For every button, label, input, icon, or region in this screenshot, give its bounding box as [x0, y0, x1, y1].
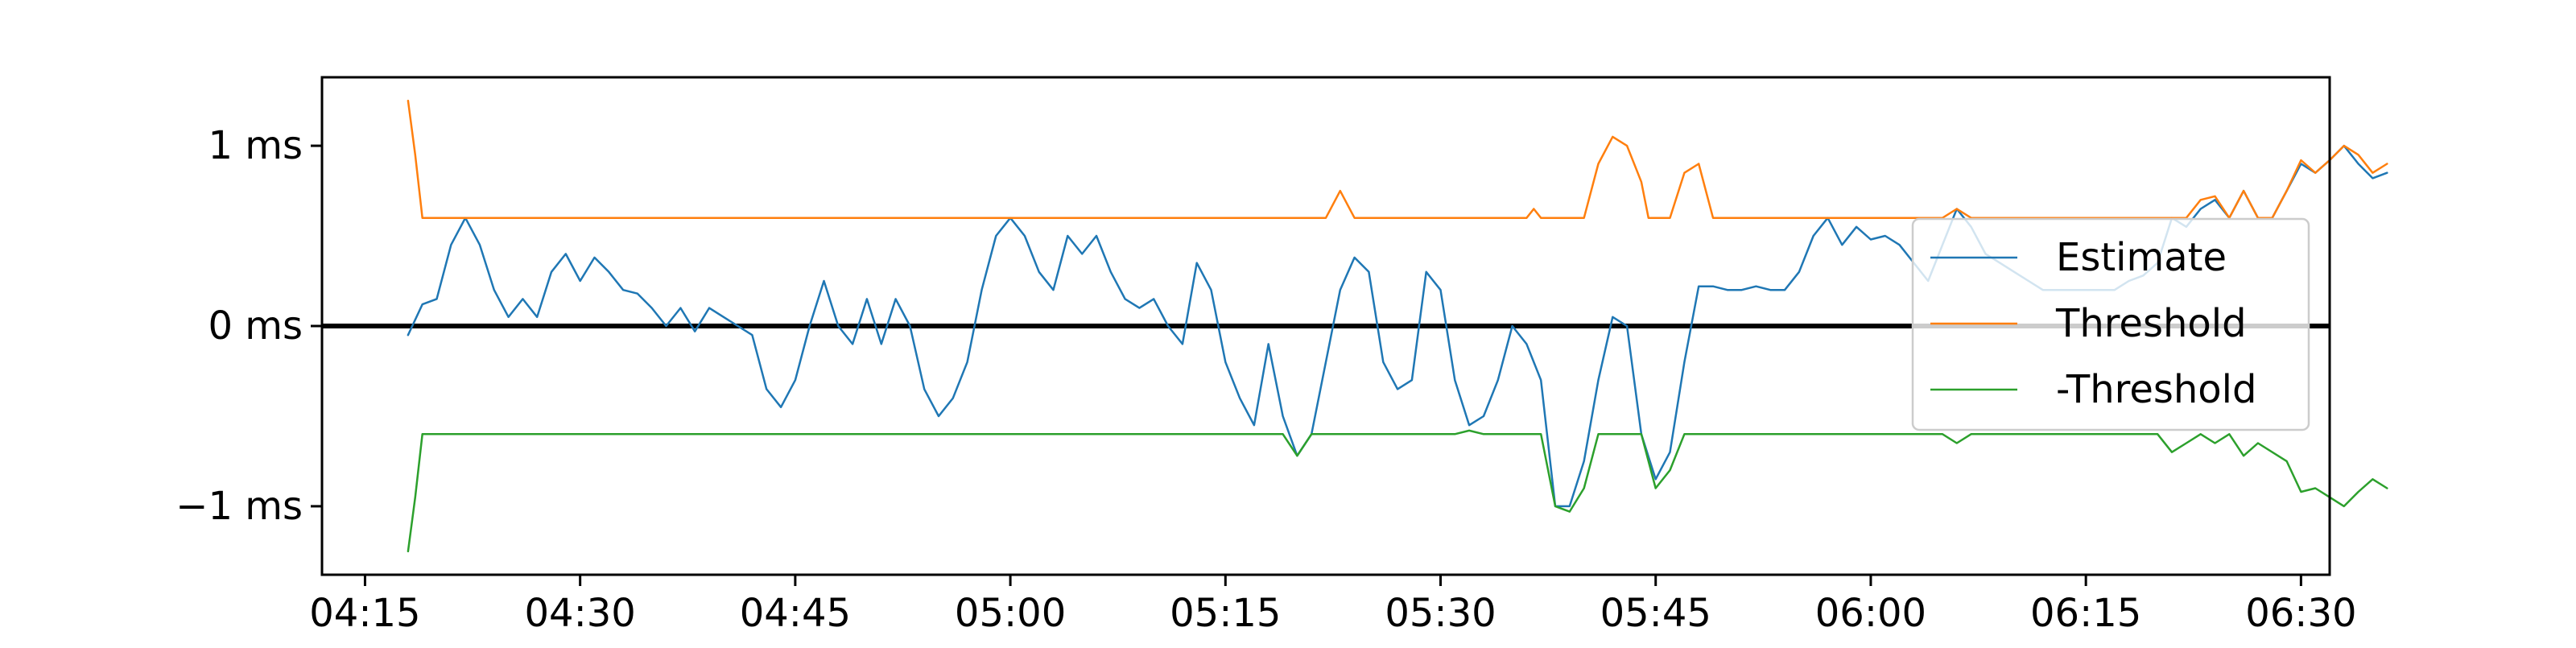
- x-tick-label: 05:45: [1600, 591, 1711, 636]
- series-line-threshold: [407, 429, 2388, 553]
- x-tick-label: 06:15: [2030, 591, 2141, 636]
- x-tick-label: 04:45: [740, 591, 851, 636]
- x-tick-label: 05:00: [955, 591, 1066, 636]
- x-tick-label: 05:15: [1170, 591, 1281, 636]
- y-tick-label: 0 ms: [208, 303, 303, 349]
- x-tick-label: 04:30: [524, 591, 635, 636]
- x-tick-label: 06:00: [1815, 591, 1926, 636]
- legend-box: [1911, 217, 2310, 431]
- legend-label: -Threshold: [2056, 367, 2256, 412]
- series-line-threshold: [407, 99, 2388, 219]
- y-tick-label: −1 ms: [175, 484, 303, 529]
- y-tick-label: 1 ms: [208, 123, 303, 168]
- x-tick-label: 04:15: [309, 591, 420, 636]
- legend-label: Threshold: [2055, 301, 2247, 346]
- legend-label: Estimate: [2056, 235, 2227, 280]
- legend: Estimate Threshold -Threshold: [1911, 217, 2310, 431]
- axes-layer: 1 ms 0 ms −1 ms 04:15 04:30 04:45 05:00 05:15 05…: [175, 76, 2357, 636]
- x-tick-label: 05:30: [1385, 591, 1496, 636]
- x-tick-label: 06:30: [2245, 591, 2356, 636]
